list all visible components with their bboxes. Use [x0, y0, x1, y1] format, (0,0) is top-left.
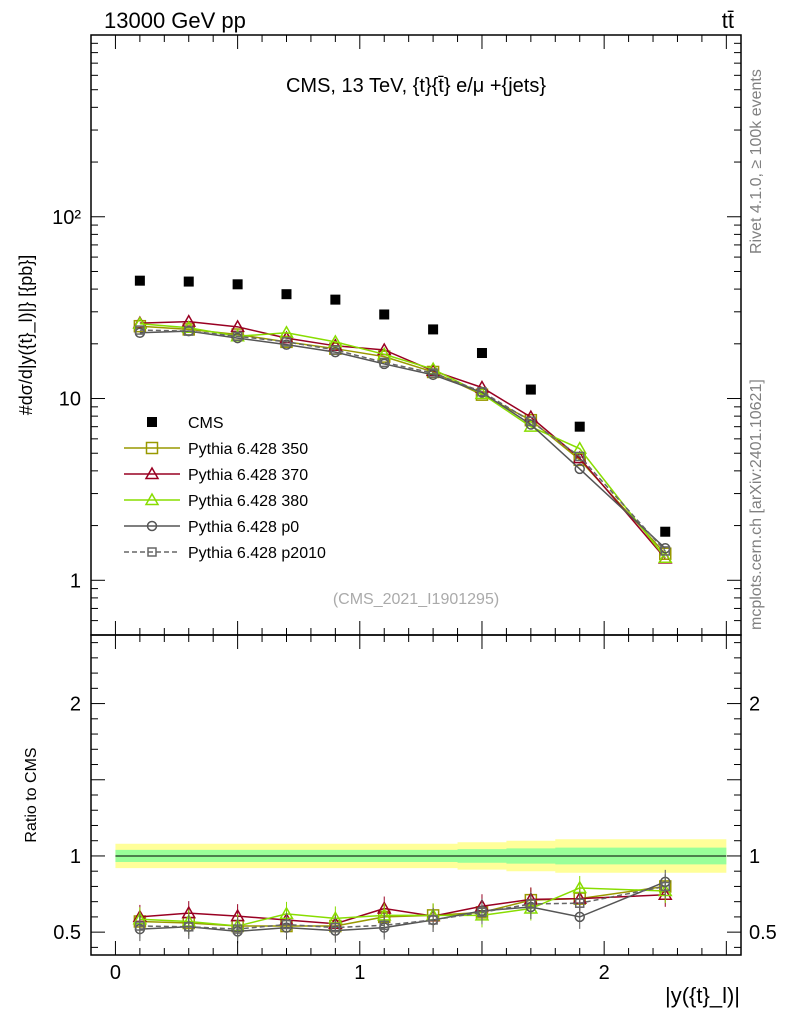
ratio-point [574, 898, 585, 908]
main-title: CMS, 13 TeV, {t}{t̄} e/μ +{jets} [286, 75, 546, 97]
data-point [525, 384, 536, 395]
data-point [574, 451, 585, 462]
mcplots-label: mcplots.cern.ch [arXiv:2401.10621] [748, 379, 765, 630]
ratio-point [379, 920, 389, 931]
series-line [139, 330, 666, 549]
data-point [574, 463, 585, 475]
legend-marker [147, 417, 157, 427]
x-axis-label: |y({t}_l)| [665, 983, 740, 1008]
legend-entry: Pythia 6.428 p2010 [124, 545, 326, 562]
ratio-ylabel: Ratio to CMS [23, 747, 40, 842]
data-point [526, 416, 536, 426]
legend-marker [145, 441, 159, 455]
legend-label: Pythia 6.428 p2010 [188, 545, 326, 562]
ratio-series-pythia-6-428-p0 [134, 869, 671, 944]
ratio-panel: 0.5 0.5 1 1 2 2 0 1 2 Ratio to CMS |y({t}_l)| [23, 634, 777, 1008]
series-cms [134, 275, 671, 537]
ratio-series-pythia-6-428-p2010 [135, 874, 670, 942]
data-point [574, 421, 585, 432]
legend-label: Pythia 6.428 p0 [188, 519, 299, 536]
legend-label: Pythia 6.428 350 [188, 441, 308, 458]
legend-entry: Pythia 6.428 350 [124, 441, 308, 458]
series-line [139, 320, 666, 559]
x-tick-label: 2 [599, 962, 610, 984]
y-tick-label: 1 [70, 570, 81, 592]
ratio-y-tick-label-right: 1 [749, 846, 760, 868]
ratio-y-tick-label-right: 0.5 [749, 922, 777, 944]
data-point [281, 289, 292, 300]
x-tick-label: 1 [354, 962, 365, 984]
data-point [281, 337, 292, 347]
ratio-y-tick-label: 1 [70, 846, 81, 868]
data-point [572, 450, 588, 464]
legend-marker [144, 492, 160, 506]
legend-label: Pythia 6.428 370 [188, 467, 308, 484]
ratio-point [660, 881, 670, 892]
ratio-point [477, 907, 487, 918]
header-left: 13000 GeV pp [104, 8, 246, 33]
data-point [183, 326, 194, 336]
analysis-watermark: (CMS_2021_I1901295) [333, 591, 499, 608]
data-point [232, 331, 243, 342]
ratio-line [139, 894, 666, 925]
data-point [134, 275, 145, 286]
ratio-point [232, 924, 243, 934]
header-right: tt̄ [722, 8, 734, 33]
ratio-line [139, 887, 666, 927]
y-tick-label: 10² [52, 207, 81, 229]
data-point [428, 368, 438, 378]
ratio-point [526, 899, 536, 909]
legend-entry: Pythia 6.428 380 [124, 492, 308, 510]
ratio-point [330, 922, 341, 933]
data-point [330, 294, 341, 305]
legend-label: Pythia 6.428 380 [188, 493, 308, 510]
data-point [135, 325, 145, 335]
y-tick-label: 10 [59, 389, 81, 411]
ratio-point [281, 919, 292, 930]
legend-marker [147, 547, 157, 557]
ratio-point [183, 922, 194, 932]
data-point [379, 309, 390, 320]
data-point [183, 276, 194, 287]
data-point [330, 345, 341, 355]
legend-entry: CMS [147, 415, 224, 432]
legend-label: CMS [188, 415, 224, 432]
series-line [139, 322, 666, 559]
series-line [139, 329, 666, 552]
legend-marker [144, 466, 160, 480]
legend-entry: Pythia 6.428 370 [124, 466, 308, 484]
ratio-y-tick-label: 2 [70, 694, 81, 716]
data-point [477, 386, 487, 397]
main-ylabel: #dσ/d|y({t}_l)|} [{pb}] [16, 255, 37, 416]
rivet-label: Rivet 4.1.0, ≥ 100k events [748, 69, 765, 254]
data-point [232, 279, 243, 290]
data-point [660, 546, 670, 556]
data-point [660, 526, 671, 537]
legend: CMS Pythia 6.428 350 Pythia 6.428 370 Pythi… [124, 415, 326, 562]
series-pythia-6-428-p2010 [135, 325, 670, 556]
data-point [657, 550, 673, 564]
ratio-point [135, 921, 145, 931]
legend-marker [146, 520, 158, 532]
data-point [573, 453, 586, 467]
legend-entry: Pythia 6.428 p0 [124, 519, 299, 536]
ratio-y-tick-label-right: 2 [749, 694, 760, 716]
x-tick-label: 0 [110, 962, 121, 984]
data-point [428, 324, 439, 335]
data-point [379, 357, 389, 368]
ratio-y-tick-label: 0.5 [53, 922, 81, 944]
data-point [476, 348, 487, 359]
ratio-point [428, 915, 438, 925]
